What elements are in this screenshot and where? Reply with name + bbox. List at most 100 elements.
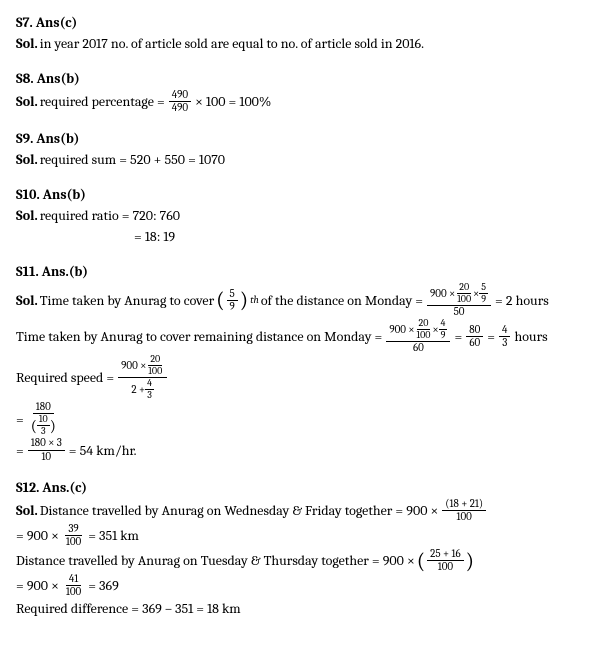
denominator: 490 xyxy=(169,102,191,114)
numerator: 5 xyxy=(227,288,238,301)
s11-l5-suffix: = 54 km/hr. xyxy=(69,440,137,461)
s11-line4: = 180 ( 10 3 ) xyxy=(16,401,597,437)
s11-line5: = 180 × 3 10 = 54 km/hr. xyxy=(16,437,597,462)
s12-line4: = 900 × 41 100 = 369 xyxy=(16,573,597,598)
denominator: 9 xyxy=(479,294,488,305)
fraction: 25 + 16 100 xyxy=(427,548,464,573)
s7-sol-line: Sol. in year 2017 no. of article sold ar… xyxy=(16,33,597,54)
nested-fraction: 4 9 xyxy=(439,318,448,341)
sol-label: Sol. xyxy=(16,205,38,226)
s9-sol-line: Sol. required sum = 520 + 550 = 1070 xyxy=(16,149,597,170)
s11-block: S11. Ans.(b) Sol. Time taken by Anurag t… xyxy=(16,261,597,462)
denominator: 100 xyxy=(435,561,456,573)
paren-fraction: ( 25 + 16 100 ) xyxy=(417,548,474,573)
denominator: 9 xyxy=(439,330,448,341)
s12-line1: Sol. Distance travelled by Anurag on Wed… xyxy=(16,498,597,523)
s10-sol-line1: Sol. required ratio = 720: 760 xyxy=(16,205,597,226)
s9-text: required sum = 520 + 550 = 1070 xyxy=(40,149,225,170)
sol-label: Sol. xyxy=(16,290,38,311)
paren-fraction: ( 5 9 ) xyxy=(216,288,248,313)
close-paren: ) xyxy=(466,550,474,572)
s10-heading: S10. Ans(b) xyxy=(16,184,597,205)
numerator: (18 + 21) xyxy=(442,498,486,511)
s12-l5: Required difference = 369 – 351 = 18 km xyxy=(16,598,241,619)
s11-l1-prefix: Time taken by Anurag to cover xyxy=(40,290,214,311)
s7-block: S7. Ans(c) Sol. in year 2017 no. of arti… xyxy=(16,12,597,54)
numerator: 180 × 3 xyxy=(28,437,65,450)
s8-heading: S8. Ans(b) xyxy=(16,68,597,89)
s8-sol-line: Sol. required percentage = 490 490 × 100… xyxy=(16,89,597,114)
s11-l2-mid: = xyxy=(454,326,462,347)
nested-fraction: 20 100 xyxy=(414,318,432,341)
num-part: 900 × xyxy=(389,324,414,336)
s8-prefix: required percentage = xyxy=(40,91,165,112)
denominator: 9 xyxy=(227,301,238,313)
fraction: 5 9 xyxy=(227,288,238,313)
numerator: 39 xyxy=(65,523,81,536)
s11-line2: Time taken by Anurag to cover remaining … xyxy=(16,318,597,354)
s11-l2-suffix: hours xyxy=(514,326,547,347)
fraction: 900 × 20 100 × 4 9 60 xyxy=(386,318,450,354)
sol-label: Sol. xyxy=(16,500,38,521)
nested-fraction: 20 100 xyxy=(146,354,164,377)
s12-l2-suffix: = 351 km xyxy=(88,525,139,546)
sol-label: Sol. xyxy=(16,33,38,54)
denominator: 100 xyxy=(454,511,475,523)
s10-sol-line2: = 18: 19 xyxy=(134,226,597,247)
s12-heading: S12. Ans.(c) xyxy=(16,477,597,498)
s12-l2-prefix: = 900 × xyxy=(16,525,59,546)
numerator: 900 × 20 100 × 5 9 xyxy=(427,282,491,306)
denominator: 60 xyxy=(410,342,427,354)
s9-block: S9. Ans(b) Sol. required sum = 520 + 550… xyxy=(16,128,597,170)
fraction: 180 ( 10 3 ) xyxy=(28,401,59,437)
s12-l4-prefix: = 900 × xyxy=(16,575,59,596)
s10-line1: required ratio = 720: 760 xyxy=(40,205,180,226)
s12-block: S12. Ans.(c) Sol. Distance travelled by … xyxy=(16,477,597,620)
s11-l4-eq: = xyxy=(16,409,24,430)
nested-fraction: 10 3 xyxy=(37,414,50,437)
fraction: 900 × 20 100 2 + 4 3 xyxy=(118,354,167,401)
s11-l2-mid2: = xyxy=(487,326,495,347)
s12-l1-prefix: Distance travelled by Anurag on Wednesda… xyxy=(40,500,439,521)
s11-l1-mid: of the distance on Monday = xyxy=(261,290,423,311)
nested-fraction: 20 100 xyxy=(455,282,473,305)
fraction: 900 × 20 100 × 5 9 50 xyxy=(427,282,491,318)
fraction: 490 490 xyxy=(169,89,191,114)
fraction: 39 100 xyxy=(63,523,84,548)
denominator: 60 xyxy=(466,337,483,349)
denominator: 100 xyxy=(414,330,432,341)
s12-line3: Distance travelled by Anurag on Tuesday … xyxy=(16,548,597,573)
fraction: 4 3 xyxy=(499,324,510,349)
denominator: 100 xyxy=(63,586,84,598)
den-part: 2 + xyxy=(131,384,145,396)
numerator: 4 xyxy=(499,324,510,337)
s11-l1-suffix: = 2 hours xyxy=(495,290,549,311)
num-part: 900 × xyxy=(430,288,455,300)
open-paren: ( xyxy=(417,550,425,572)
fraction: (18 + 21) 100 xyxy=(442,498,486,523)
s11-line1: Sol. Time taken by Anurag to cover ( 5 9… xyxy=(16,282,597,318)
denominator: ( 10 3 ) xyxy=(28,414,59,437)
denominator: 10 xyxy=(38,451,54,463)
s7-text: in year 2017 no. of article sold are equ… xyxy=(40,33,424,54)
denominator: 50 xyxy=(451,306,468,318)
denominator: 3 xyxy=(145,390,154,401)
denominator: 3 xyxy=(499,337,510,349)
open-paren: ( xyxy=(216,289,224,311)
numerator: 900 × 20 100 xyxy=(118,354,167,378)
s10-block: S10. Ans(b) Sol. required ratio = 720: 7… xyxy=(16,184,597,247)
nested-fraction: 4 3 xyxy=(145,378,154,401)
s11-l2-prefix: Time taken by Anurag to cover remaining … xyxy=(16,326,382,347)
close-paren: ) xyxy=(240,289,248,311)
numerator: 80 xyxy=(466,324,483,337)
num-part: 900 × xyxy=(121,360,146,372)
fraction: 41 100 xyxy=(63,573,84,598)
s11-heading: S11. Ans.(b) xyxy=(16,261,597,282)
denominator: 100 xyxy=(455,294,473,305)
superscript: th xyxy=(250,293,259,308)
sol-label: Sol. xyxy=(16,149,38,170)
denominator: 100 xyxy=(63,536,84,548)
sol-label: Sol. xyxy=(16,91,38,112)
s12-line2: = 900 × 39 100 = 351 km xyxy=(16,523,597,548)
s12-l3-prefix: Distance travelled by Anurag on Tuesday … xyxy=(16,550,415,571)
